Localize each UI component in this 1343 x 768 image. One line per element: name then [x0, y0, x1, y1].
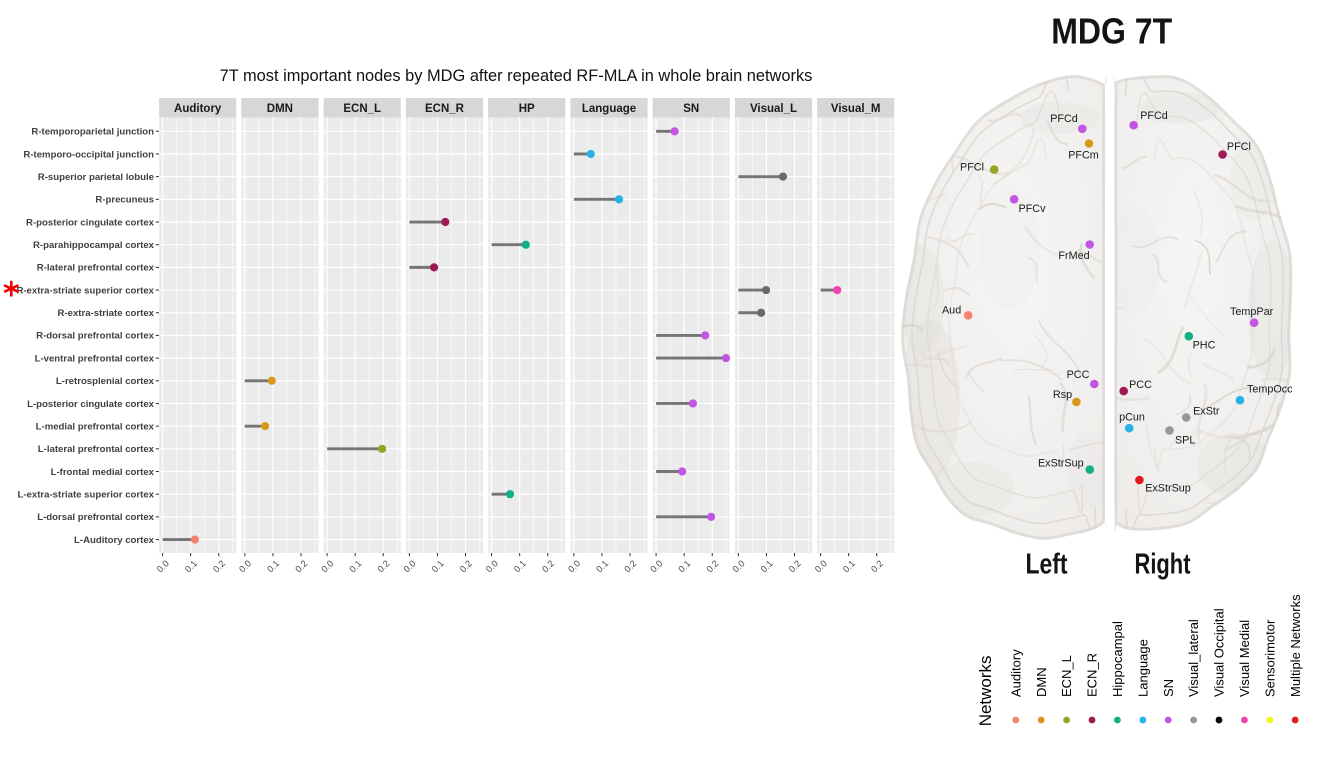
svg-text:ECN_R: ECN_R — [1085, 653, 1100, 697]
svg-text:Visual Medial: Visual Medial — [1237, 620, 1252, 697]
svg-text:R-temporoparietal junction: R-temporoparietal junction — [31, 127, 154, 138]
svg-text:L-frontal medial cortex: L-frontal medial cortex — [51, 467, 155, 478]
svg-text:Visual_L: Visual_L — [750, 103, 797, 115]
svg-text:ECN_L: ECN_L — [343, 103, 381, 115]
svg-text:L-extra-striate superior corte: L-extra-striate superior cortex — [18, 490, 155, 501]
svg-text:R-dorsal prefrontal cortex: R-dorsal prefrontal cortex — [36, 331, 154, 342]
svg-text:Multiple Networks: Multiple Networks — [1288, 594, 1303, 697]
svg-text:TempPar: TempPar — [1230, 306, 1274, 318]
svg-text:ExStr: ExStr — [1193, 406, 1220, 418]
svg-text:R-superior parietal lobule: R-superior parietal lobule — [38, 172, 154, 183]
svg-text:R-extra-striate superior corte: R-extra-striate superior cortex — [16, 285, 154, 296]
svg-text:SN: SN — [683, 103, 699, 115]
svg-text:R-posterior cingulate cortex: R-posterior cingulate cortex — [26, 217, 155, 228]
svg-text:PFCl: PFCl — [960, 161, 984, 173]
svg-text:PFCl: PFCl — [1227, 141, 1251, 153]
svg-text:PFCv: PFCv — [1019, 203, 1047, 215]
svg-text:FrMed: FrMed — [1058, 250, 1089, 262]
svg-text:Language: Language — [582, 103, 636, 115]
svg-text:R-extra-striate cortex: R-extra-striate cortex — [57, 308, 154, 319]
svg-text:Auditory: Auditory — [1008, 649, 1023, 697]
svg-text:PHC: PHC — [1193, 339, 1216, 351]
svg-text:Auditory: Auditory — [174, 103, 222, 115]
svg-text:R-lateral prefrontal cortex: R-lateral prefrontal cortex — [37, 263, 155, 274]
svg-text:L-Auditory cortex: L-Auditory cortex — [74, 535, 155, 546]
svg-text:MDG 7T: MDG 7T — [1051, 11, 1172, 52]
svg-text:DMN: DMN — [267, 103, 293, 115]
svg-text:Visual_M: Visual_M — [831, 103, 881, 115]
svg-text:L-ventral prefrontal cortex: L-ventral prefrontal cortex — [35, 353, 155, 364]
svg-text:Rsp: Rsp — [1053, 389, 1072, 401]
svg-text:Visual Occipital: Visual Occipital — [1212, 608, 1227, 697]
svg-text:ExStrSup: ExStrSup — [1145, 482, 1191, 494]
svg-text:TempOcc: TempOcc — [1247, 383, 1293, 395]
svg-text:R-temporo-occipital junction: R-temporo-occipital junction — [23, 149, 154, 160]
svg-text:ECN_R: ECN_R — [425, 103, 465, 115]
svg-text:pCun: pCun — [1119, 412, 1145, 424]
svg-text:Sensorimotor: Sensorimotor — [1262, 619, 1277, 697]
svg-text:Left: Left — [1026, 549, 1068, 581]
svg-text:Right: Right — [1135, 549, 1191, 581]
svg-text:Language: Language — [1135, 639, 1150, 697]
svg-text:L-dorsal prefrontal cortex: L-dorsal prefrontal cortex — [37, 512, 154, 523]
svg-text:Hippocampal: Hippocampal — [1110, 621, 1125, 697]
svg-text:ECN_L: ECN_L — [1059, 655, 1074, 697]
svg-text:R-precuneus: R-precuneus — [95, 195, 154, 206]
svg-text:PFCd: PFCd — [1050, 113, 1078, 125]
svg-text:PCC: PCC — [1129, 379, 1152, 391]
svg-text:HP: HP — [519, 103, 535, 115]
svg-text:Aud: Aud — [942, 304, 961, 316]
svg-text:Visual_lateral: Visual_lateral — [1186, 619, 1201, 697]
svg-text:PCC: PCC — [1067, 369, 1090, 381]
svg-text:PFCm: PFCm — [1068, 150, 1099, 162]
svg-text:L-posterior cingulate cortex: L-posterior cingulate cortex — [27, 399, 155, 410]
svg-text:SN: SN — [1161, 679, 1176, 697]
svg-text:L-retrosplenial cortex: L-retrosplenial cortex — [56, 376, 155, 387]
svg-text:Networks: Networks — [976, 655, 995, 726]
svg-text:ExStrSup: ExStrSup — [1038, 457, 1084, 469]
svg-text:DMN: DMN — [1034, 667, 1049, 697]
svg-text:PFCd: PFCd — [1140, 110, 1168, 122]
svg-text:7T most important nodes by MDG: 7T most important nodes by MDG after rep… — [220, 67, 813, 85]
svg-text:SPL: SPL — [1175, 435, 1195, 447]
svg-text:L-medial prefrontal cortex: L-medial prefrontal cortex — [36, 421, 155, 432]
svg-text:R-parahippocampal cortex: R-parahippocampal cortex — [33, 240, 155, 251]
svg-text:L-lateral prefrontal cortex: L-lateral prefrontal cortex — [38, 444, 155, 455]
